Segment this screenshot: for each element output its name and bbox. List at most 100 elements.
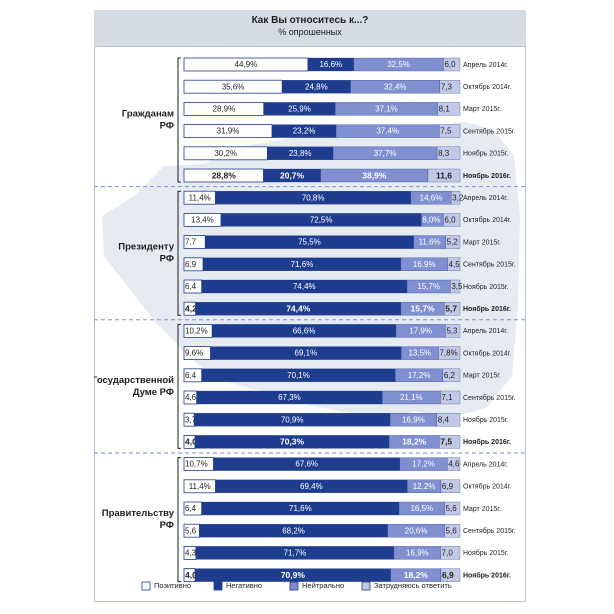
bar-undecided (443, 213, 461, 227)
bar-undecided (444, 302, 461, 316)
row-date-label: Октябрь 2014г. (463, 216, 511, 224)
data-label: 12,2% (413, 482, 436, 491)
data-label: 70,8% (302, 193, 325, 202)
data-label: 66,6% (293, 327, 316, 336)
data-label: 5,7 (445, 303, 457, 313)
data-label: 70,9% (281, 415, 304, 424)
data-label: 4,2 (185, 303, 197, 313)
row-date-label: Апрель 2014г. (463, 328, 508, 335)
data-label: 4,6 (185, 393, 197, 402)
row-date-label: Ноябрь 2016г. (463, 305, 511, 313)
data-label: 4,3 (185, 549, 197, 558)
data-label: 16,9% (402, 415, 425, 424)
data-label: 15,7% (411, 303, 436, 313)
data-label: 6,0 (444, 216, 456, 225)
data-label: 11,4% (189, 482, 211, 491)
data-label: 6,9 (442, 482, 454, 491)
data-label: 68,2% (282, 526, 305, 535)
data-label: 5,3 (446, 327, 458, 336)
bar-undecided (443, 57, 461, 72)
data-label: 8,4 (438, 415, 450, 424)
bar-undecided (439, 124, 461, 138)
row-date-label: Ноябрь 2015г. (463, 283, 509, 291)
bar-undecided (447, 457, 461, 471)
data-label: 6,9 (185, 260, 197, 269)
data-label: 8,3 (438, 149, 450, 158)
row-date-label: Март 2015г. (463, 106, 501, 113)
data-label: 7,8% (439, 349, 457, 358)
data-label: 28,8% (212, 170, 237, 180)
data-label: 37,7% (374, 149, 397, 158)
legend-label: Затрудняюсь ответить (374, 581, 452, 590)
data-label: 74,4% (293, 282, 316, 291)
bar-undecided (437, 102, 461, 116)
chart-subtitle: % опрошенных (278, 27, 342, 37)
data-label: 10,7% (185, 460, 208, 469)
row-date-label: Март 2015г. (463, 373, 501, 380)
row-date-label: Апрель 2014г. (463, 62, 508, 69)
data-label: 69,4% (300, 482, 323, 491)
data-label: 72,5% (310, 216, 333, 225)
legend-swatch (141, 581, 151, 591)
data-label: 70,9% (281, 570, 306, 580)
data-label: 7,5 (440, 437, 452, 447)
row-date-label: Сентябрь 2015г. (463, 261, 516, 269)
data-label: 7,0 (442, 549, 454, 558)
bar-undecided (444, 501, 461, 516)
data-label: 23,2% (293, 127, 316, 136)
data-label: 13,5% (408, 349, 431, 358)
data-label: 4,5 (449, 260, 461, 269)
data-label: 3,2 (452, 193, 464, 202)
data-label: 44,9% (235, 60, 258, 69)
row-date-label: Ноябрь 2015г. (463, 549, 509, 557)
data-label: 67,6% (295, 460, 318, 469)
data-label: 28,9% (213, 105, 236, 114)
data-label: 5,6 (185, 526, 197, 535)
data-label: 13,4% (191, 216, 214, 225)
data-label: 3,7 (185, 415, 197, 424)
data-label: 6,4 (185, 282, 197, 291)
data-label: 4,0 (185, 437, 197, 447)
data-label: 7,3 (441, 82, 453, 91)
legend-label: Нейтрально (302, 581, 344, 590)
data-label: 31,9% (217, 127, 240, 136)
group-bracket (177, 323, 181, 449)
data-label: 14,6% (420, 193, 443, 202)
data-label: 20,7% (280, 170, 305, 180)
legend-label: Позитивно (154, 581, 191, 590)
bar-undecided (439, 435, 461, 449)
group-label: РФ (160, 121, 174, 132)
row-date-label: Март 2015г. (463, 506, 501, 513)
data-label: 8,1 (439, 105, 451, 114)
data-label: 17,9% (409, 327, 432, 336)
bar-undecided (440, 479, 461, 493)
bar-undecided (445, 235, 461, 249)
data-label: 6,9 (442, 570, 454, 580)
data-label: 24,8% (305, 82, 328, 91)
data-label: 32,5% (387, 60, 410, 69)
bar-undecided (442, 368, 461, 382)
bar-undecided (451, 191, 461, 205)
data-label: 20,6% (405, 526, 428, 535)
data-label: 37,1% (375, 105, 398, 114)
bar-undecided (440, 568, 461, 582)
group-label: РФ (160, 520, 174, 531)
data-label: 16,6% (319, 60, 342, 69)
data-label: 25,9% (288, 105, 311, 114)
data-label: 11,6% (419, 238, 441, 247)
bar-undecided (447, 257, 461, 271)
data-label: 6,4 (185, 371, 197, 380)
data-label: 15,7% (417, 282, 440, 291)
data-label: 71,6% (291, 260, 314, 269)
data-label: 6,4 (185, 504, 197, 513)
data-label: 75,5% (298, 238, 321, 247)
data-label: 32,4% (384, 82, 407, 91)
data-label: 74,4% (286, 303, 311, 313)
row-date-label: Ноябрь 2015г. (463, 416, 509, 424)
data-label: 6,2 (444, 371, 456, 380)
data-label: 16,5% (410, 504, 433, 513)
data-label: 9,6% (185, 349, 203, 358)
data-label: 5,6 (446, 504, 458, 513)
data-label: 69,1% (295, 349, 318, 358)
data-label: 11,6 (436, 170, 452, 180)
